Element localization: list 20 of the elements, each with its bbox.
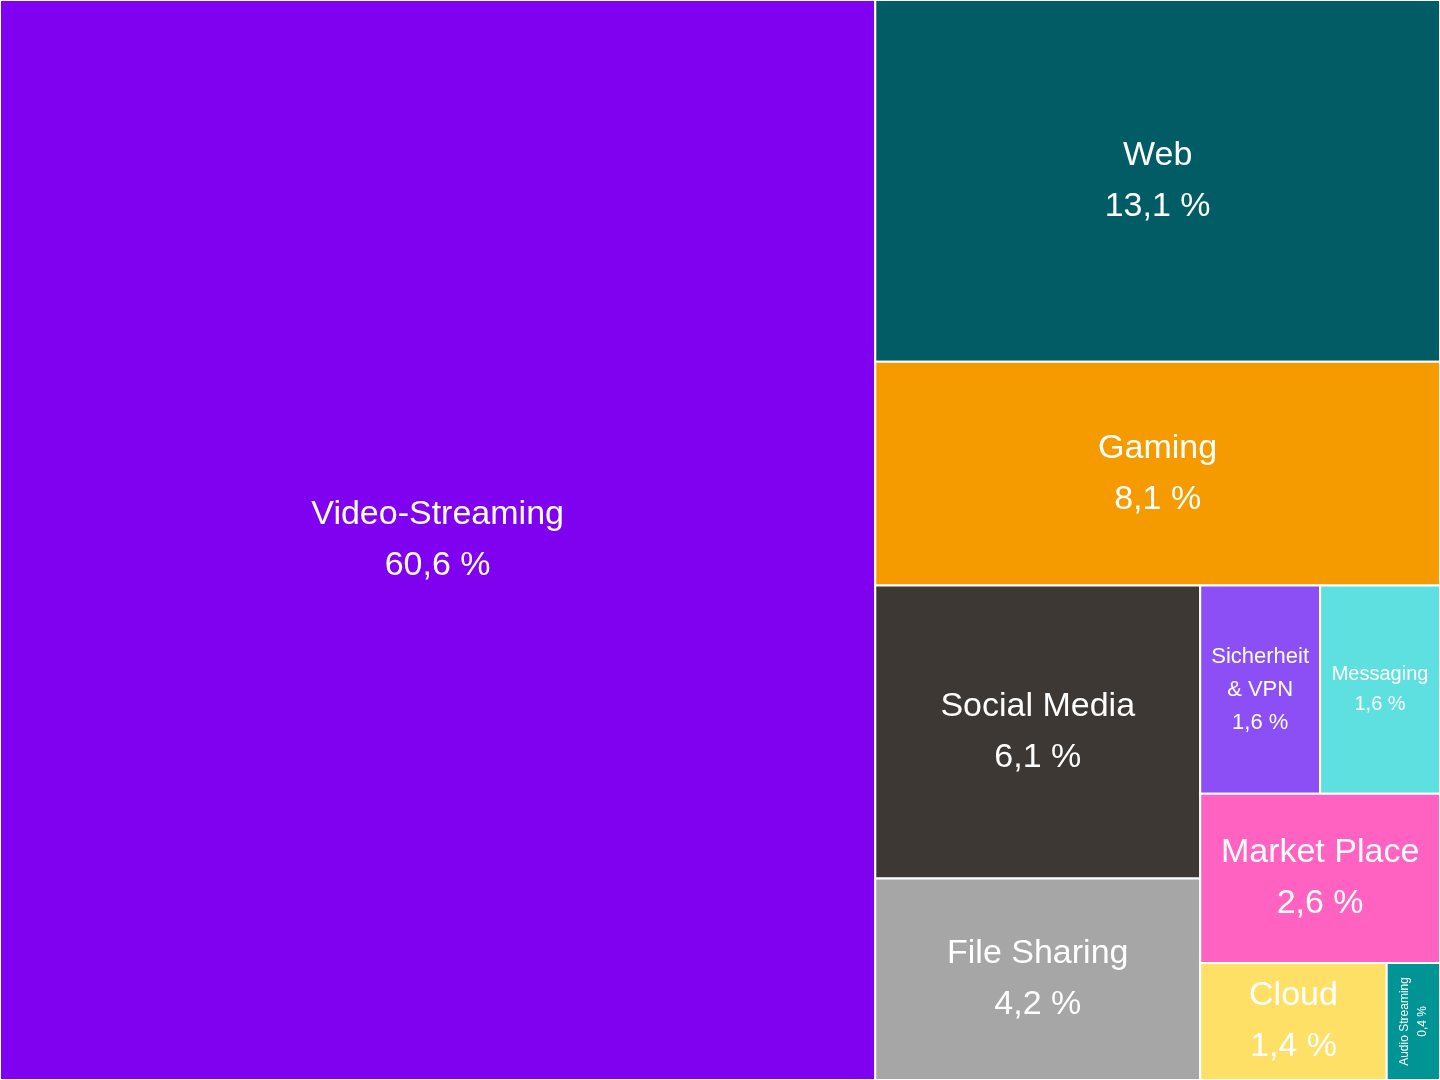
category-label: Messaging (1331, 662, 1429, 685)
category-label: Cloud (1249, 974, 1338, 1013)
data-label: 1,6 % (1232, 708, 1289, 734)
data-label: 0,4 % (1414, 1005, 1429, 1037)
category-label: Social Media (940, 684, 1136, 723)
data-label: 60,6 % (384, 543, 491, 582)
data-label: 1,4 % (1249, 1025, 1337, 1064)
category-label: File Sharing (947, 932, 1129, 971)
category-label: Video-Streaming (311, 492, 564, 531)
data-label: 2,6 % (1276, 882, 1364, 921)
data-label: 4,2 % (994, 983, 1082, 1022)
data-label: 13,1 % (1104, 184, 1211, 223)
category-label: Gaming (1098, 426, 1218, 465)
data-label: 1,6 % (1354, 692, 1406, 715)
data-label: 8,1 % (1114, 477, 1202, 516)
category-label: Audio Streaming (1396, 977, 1411, 1066)
category-label: Web (1122, 133, 1193, 172)
category-label: Market Place (1220, 831, 1420, 870)
data-label: 6,1 % (994, 735, 1082, 774)
category-label: Sicherheit & VPN (1211, 642, 1310, 701)
